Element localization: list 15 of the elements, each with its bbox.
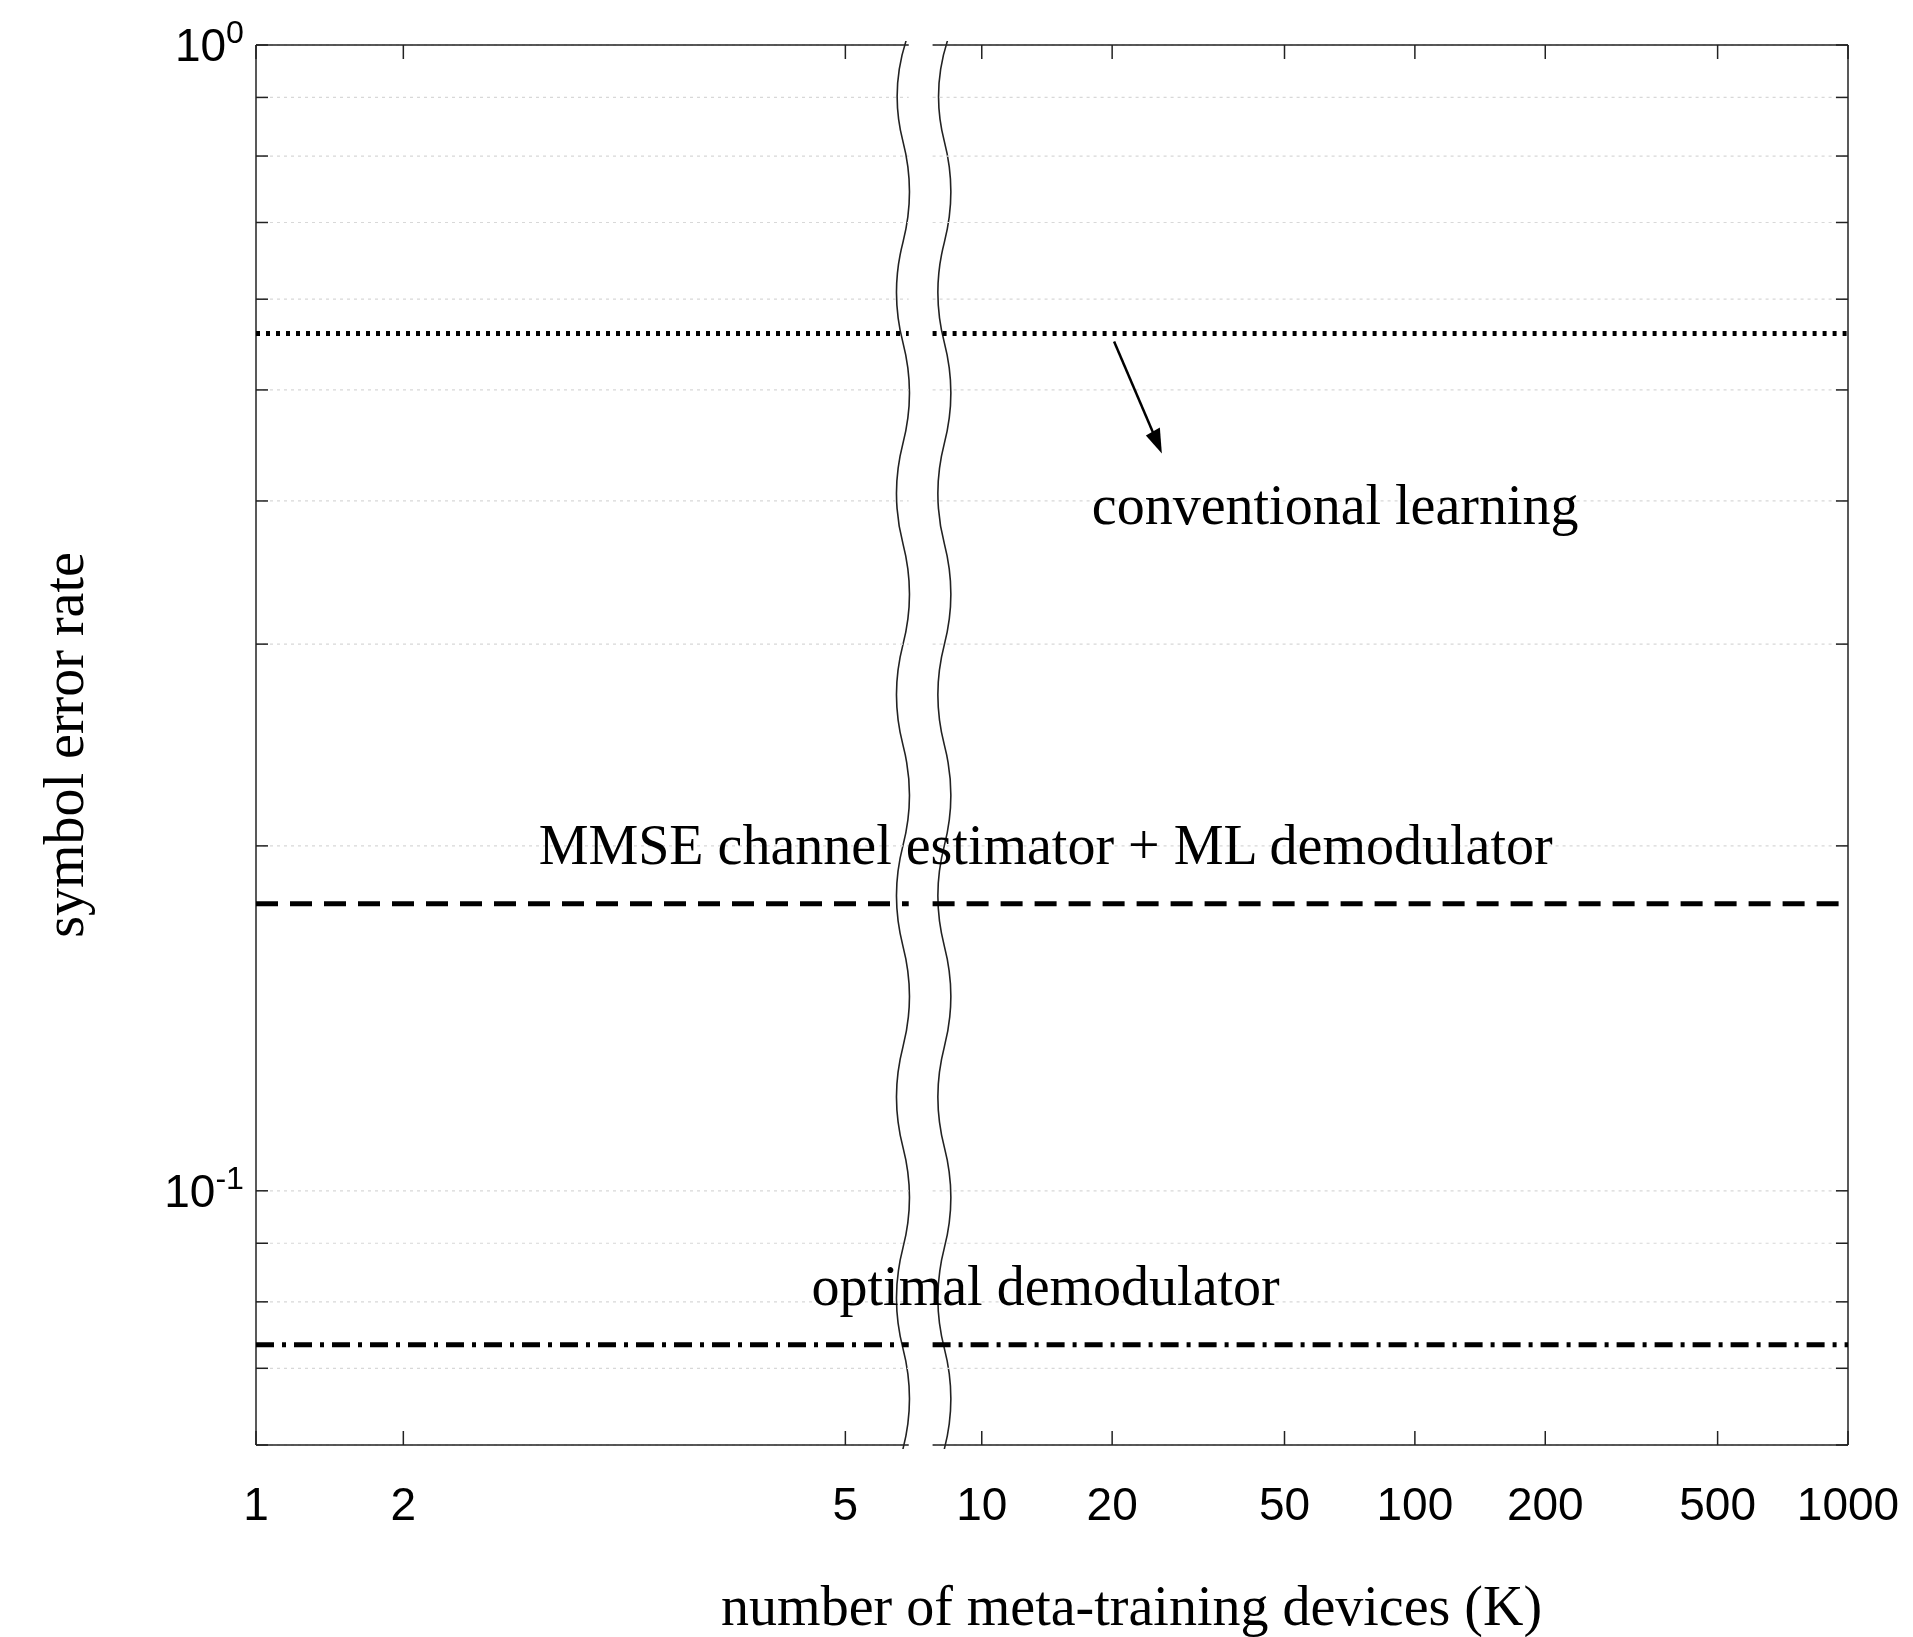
x-tick-label: 10 [956, 1478, 1008, 1530]
annotation: conventional learning [1091, 473, 1579, 536]
x-tick-label: 500 [1679, 1478, 1756, 1530]
x-tick-label: 2 [390, 1478, 417, 1530]
x-tick-label: 1000 [1796, 1478, 1900, 1530]
y-axis-title: symbol error rate [33, 552, 95, 938]
y-tick-label: 10$^{0}$ [174, 14, 244, 71]
x-tick-label: 50 [1258, 1478, 1311, 1530]
y-tick-label: 10$^{-1}$ [164, 1159, 244, 1217]
x-tick-label: 20 [1086, 1478, 1138, 1530]
x-axis-title: number of meta-training devices (K) [721, 1575, 1543, 1637]
x-tick-label: 100 [1376, 1478, 1454, 1530]
x-tick-label: 1 [243, 1478, 269, 1530]
x-tick-label: 5 [832, 1478, 859, 1530]
x-tick-label: 200 [1506, 1478, 1584, 1530]
